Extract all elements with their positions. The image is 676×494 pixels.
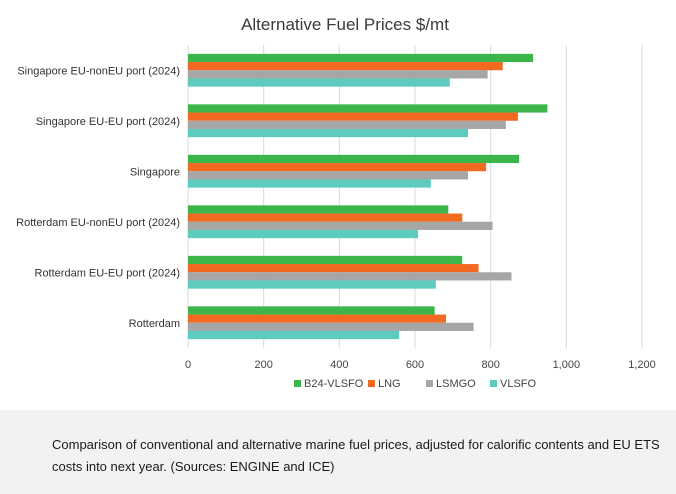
bar-b24-vlsfo: [188, 53, 534, 63]
x-tick-label: 800: [481, 359, 499, 371]
x-tick-label: 1,000: [553, 359, 581, 371]
category-labels: Singapore EU-nonEU port (2024) Singapore …: [16, 65, 180, 330]
bar-lsmgo: [188, 322, 474, 331]
bar-b24-vlsfo: [188, 205, 449, 214]
bar-b24-vlsfo: [188, 255, 463, 265]
bar-lsmgo: [188, 221, 493, 230]
chart-area: Alternative Fuel Prices $/mt Singapore E…: [16, 15, 656, 390]
category-label: Singapore EU-nonEU port (2024): [17, 65, 180, 77]
bar-lng: [188, 163, 487, 172]
legend-label-vlsfo: VLSFO: [500, 378, 537, 390]
x-tick-label: 400: [330, 359, 348, 371]
legend-swatch-lsmgo: [426, 380, 433, 387]
category-label: Singapore: [130, 166, 180, 178]
bar-vlsfo: [188, 128, 468, 138]
bar-b24-vlsfo: [188, 154, 520, 164]
bar-vlsfo: [188, 280, 436, 289]
legend-swatch-b24-vlsfo: [294, 380, 301, 387]
chart-title: Alternative Fuel Prices $/mt: [241, 15, 449, 34]
legend-label-b24-vlsfo: B24-VLSFO: [304, 378, 364, 390]
bar-lsmgo: [188, 171, 468, 180]
bar-lsmgo: [188, 272, 512, 281]
bars: [188, 53, 548, 340]
x-tick-label: 200: [254, 359, 272, 371]
caption-band: Comparison of conventional and alternati…: [0, 410, 676, 494]
legend-swatch-lng: [368, 380, 375, 387]
legend-swatch-vlsfo: [490, 380, 497, 387]
bar-lng: [188, 112, 518, 121]
legend: B24-VLSFO LNG LSMGO VLSFO: [294, 378, 537, 390]
bar-lng: [188, 264, 479, 273]
gridlines: [187, 45, 643, 348]
fuel-prices-chart: Alternative Fuel Prices $/mt Singapore E…: [16, 15, 656, 390]
bar-lsmgo: [188, 120, 506, 129]
bar-lng: [188, 62, 503, 71]
bar-lng: [188, 314, 447, 323]
legend-label-lsmgo: LSMGO: [436, 378, 476, 390]
category-label: Singapore EU-EU port (2024): [36, 116, 180, 128]
legend-label-lng: LNG: [378, 378, 401, 390]
x-tick-label: 600: [406, 359, 424, 371]
bar-vlsfo: [188, 78, 450, 87]
bar-lsmgo: [188, 70, 488, 79]
bar-lng: [188, 213, 463, 222]
x-tick-label: 0: [185, 359, 191, 371]
bar-b24-vlsfo: [188, 306, 435, 315]
bar-vlsfo: [188, 229, 419, 239]
x-axis-ticks: 0 200 400 600 800 1,000 1,200: [185, 359, 656, 371]
category-label: Rotterdam EU-nonEU port (2024): [16, 217, 180, 229]
category-label: Rotterdam: [129, 318, 180, 330]
category-label: Rotterdam EU-EU port (2024): [35, 267, 181, 279]
bar-b24-vlsfo: [188, 104, 548, 113]
figure-caption: Comparison of conventional and alternati…: [52, 437, 660, 474]
x-tick-label: 1,200: [628, 359, 656, 371]
bar-vlsfo: [188, 179, 431, 188]
bar-vlsfo: [188, 330, 400, 340]
